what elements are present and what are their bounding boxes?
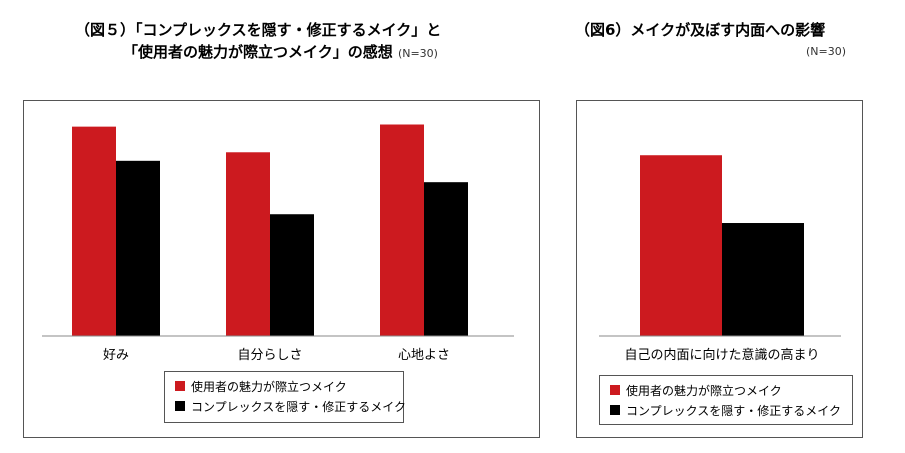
fig5-category-label-3: 心地よさ <box>398 348 450 363</box>
legend-item-series2: コンプレックスを隠す・修正するメイク <box>610 400 842 420</box>
fig6-category-label-1: 自己の内面に向けた意識の高まり <box>624 347 819 363</box>
fig5-legend: 使用者の魅力が際立つメイク コンプレックスを隠す・修正するメイク <box>164 371 406 423</box>
fig5-title-text: 「使用者の魅力が際立つメイク」の感想 <box>123 43 393 61</box>
fig5-bar-series1-2 <box>226 152 270 336</box>
fig6-title: （図6）メイクが及ぼす内面への影響 <box>575 21 826 39</box>
fig5-chart-svg: 好み 自分らしさ 心地よさ <box>42 124 514 363</box>
fig6-legend: 使用者の魅力が際立つメイク コンプレックスを隠す・修正するメイク <box>599 375 853 425</box>
fig6-chart-panel: 自己の内面に向けた意識の高まり 使用者の魅力が際立つメイク コンプレックスを隠す… <box>576 100 863 438</box>
legend-item-series2: コンプレックスを隠す・修正するメイク <box>175 396 406 416</box>
fig5-sample-size: (N=30) <box>397 47 438 60</box>
fig6-chart-svg: 自己の内面に向けた意識の高まり <box>599 155 841 363</box>
fig5-bar-series1-3 <box>380 124 424 336</box>
legend-label-series1: 使用者の魅力が際立つメイク <box>191 379 347 394</box>
fig5-title-line2: 「使用者の魅力が際立つメイク」の感想 (N=30) <box>123 42 438 64</box>
fig5-bar-series1-1 <box>72 126 116 336</box>
fig5-bar-series2-1 <box>116 160 160 336</box>
fig5-title-line1: （図５）「コンプレックスを隠す・修正するメイク」と <box>75 21 442 39</box>
fig5-chart-panel: 好み 自分らしさ 心地よさ 使用者の魅力が際立つメイク コンプレックスを隠す・修正す… <box>23 100 540 438</box>
legend-item-series1: 使用者の魅力が際立つメイク <box>610 380 842 400</box>
legend-label-series2: コンプレックスを隠す・修正するメイク <box>191 399 407 414</box>
legend-swatch-black <box>610 405 620 415</box>
fig6-bar-series1-1 <box>640 155 722 336</box>
legend-swatch-black <box>175 401 185 411</box>
legend-label-series2: コンプレックスを隠す・修正するメイク <box>626 403 842 418</box>
fig6-bar-series2-1 <box>722 223 804 336</box>
legend-swatch-red <box>175 381 185 391</box>
fig5-category-label-2: 自分らしさ <box>237 348 302 363</box>
fig5-bar-series2-2 <box>270 214 314 336</box>
fig5-bar-series2-3 <box>424 182 468 336</box>
fig6-sample-size: (N=30) <box>806 45 847 58</box>
legend-swatch-red <box>610 385 620 395</box>
legend-label-series1: 使用者の魅力が際立つメイク <box>626 383 782 398</box>
fig5-category-label-1: 好み <box>103 348 129 363</box>
legend-item-series1: 使用者の魅力が際立つメイク <box>175 376 393 396</box>
